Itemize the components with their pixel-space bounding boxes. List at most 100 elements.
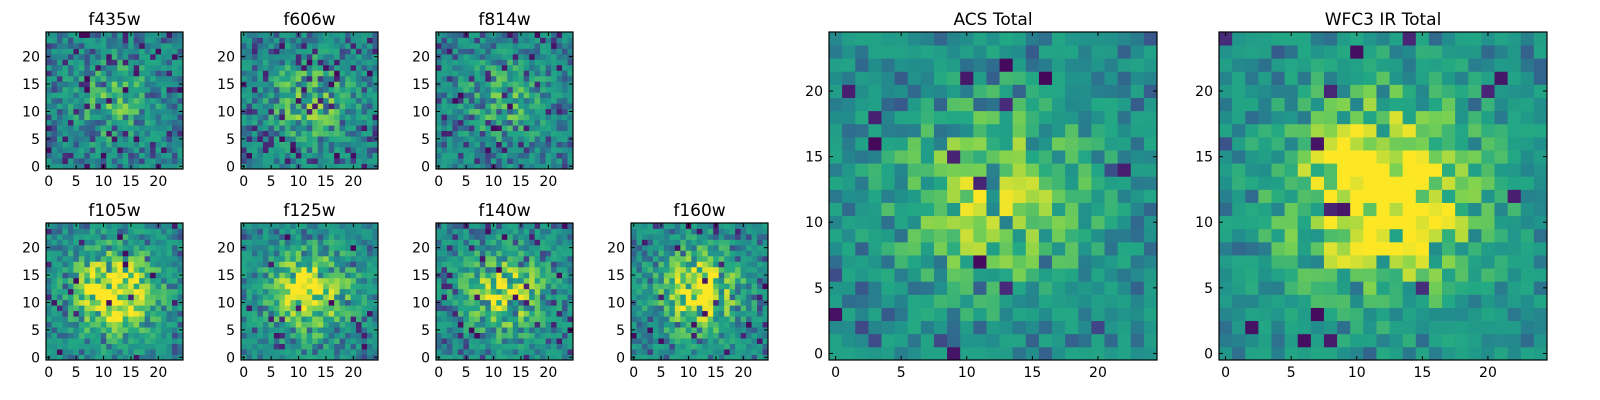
heatmap-cell <box>144 316 151 323</box>
heatmap-cell <box>746 283 752 290</box>
heatmap-cell <box>345 283 351 290</box>
heatmap-cell <box>641 272 648 279</box>
heatmap-cell <box>334 64 341 71</box>
heatmap-cell <box>685 332 692 339</box>
heatmap-cell <box>696 305 703 312</box>
heatmap-cell <box>133 299 140 306</box>
heatmap-cell <box>933 320 948 335</box>
heatmap-cell <box>894 268 909 282</box>
heatmap-cell <box>323 119 330 126</box>
heatmap-cell <box>534 338 541 344</box>
heatmap-cell <box>268 125 275 132</box>
heatmap-cell <box>636 327 643 333</box>
heatmap-cell <box>920 281 935 295</box>
heatmap-cell <box>51 255 58 262</box>
heatmap-cell <box>295 53 302 60</box>
heatmap-cell <box>367 272 373 279</box>
heatmap-cell <box>540 349 546 355</box>
heatmap-cell <box>436 48 442 55</box>
heatmap-cell <box>139 288 146 295</box>
heatmap-cell <box>62 81 69 88</box>
heatmap-cell <box>367 147 373 153</box>
heatmap-cell <box>718 228 725 235</box>
heatmap-cell <box>647 250 654 257</box>
heatmap-cell <box>490 283 497 290</box>
heatmap-cell <box>62 86 69 93</box>
heatmap-cell <box>457 321 464 328</box>
heatmap-cell <box>339 354 346 361</box>
heatmap-cell <box>301 163 308 170</box>
heatmap-cell <box>122 310 129 317</box>
heatmap-cell <box>556 158 563 164</box>
heatmap-cell <box>1091 268 1105 282</box>
heatmap-cell <box>295 97 302 104</box>
heatmap-cell <box>246 277 253 284</box>
heatmap-cell <box>345 48 351 55</box>
heatmap-cell <box>562 53 568 60</box>
heatmap-cell <box>894 255 909 269</box>
heatmap-cell <box>512 130 519 137</box>
heatmap-cell <box>78 64 85 71</box>
heatmap-cell <box>894 307 909 322</box>
heatmap-cell <box>562 272 568 279</box>
heatmap-cell <box>842 281 856 295</box>
heatmap-cell <box>485 75 492 82</box>
heatmap-cell <box>523 152 530 159</box>
heatmap-cell <box>268 64 275 71</box>
heatmap-cell <box>301 349 308 355</box>
heatmap-cell <box>284 70 291 77</box>
heatmap-cell <box>762 250 769 257</box>
heatmap-cell <box>273 163 280 170</box>
heatmap-cell <box>139 294 146 301</box>
heatmap-cell <box>312 75 319 82</box>
heatmap-cell <box>658 244 665 251</box>
heatmap-cell <box>636 332 643 339</box>
heatmap-cell <box>89 81 96 88</box>
heatmap-cell <box>735 266 741 273</box>
heatmap-cell <box>111 42 118 49</box>
heatmap-cell <box>436 283 442 290</box>
heatmap-cell <box>290 277 297 284</box>
heatmap-cell <box>345 64 351 71</box>
heatmap-cell <box>150 299 156 306</box>
heatmap-cell <box>328 42 335 49</box>
heatmap-cell <box>496 103 503 110</box>
heatmap-cell <box>518 305 525 312</box>
heatmap-cell <box>241 294 247 301</box>
heatmap-cell <box>51 305 58 312</box>
heatmap-cell <box>356 92 362 99</box>
heatmap-cell <box>1143 346 1158 361</box>
heatmap-cell <box>51 141 58 148</box>
heatmap-cell <box>713 327 720 333</box>
heatmap-cell <box>312 103 319 110</box>
heatmap-cell <box>663 349 670 355</box>
heatmap-cell <box>468 233 475 240</box>
heatmap-cell <box>529 266 536 273</box>
heatmap-cell <box>855 215 869 230</box>
heatmap-cell <box>446 255 453 262</box>
heatmap-cell <box>111 125 118 132</box>
heatmap-cell <box>67 223 74 229</box>
heatmap-cell <box>295 75 302 82</box>
heatmap-cell <box>356 59 362 66</box>
heatmap-cell <box>512 48 519 55</box>
heatmap-cell <box>117 255 124 262</box>
heatmap-cell <box>251 37 258 44</box>
heatmap-cell <box>855 163 869 177</box>
heatmap-cell <box>1012 189 1027 203</box>
heatmap-cell <box>251 147 258 153</box>
heatmap-cell <box>490 261 497 268</box>
heatmap-cell <box>56 147 63 153</box>
heatmap-cell <box>436 239 442 246</box>
heatmap-cell <box>295 316 302 323</box>
heatmap-cell <box>372 228 379 235</box>
heatmap-cell <box>51 53 58 60</box>
heatmap-cell <box>496 244 503 251</box>
heatmap-cell <box>372 239 379 246</box>
heatmap-cell <box>122 86 129 93</box>
heatmap-cell <box>122 136 129 142</box>
heatmap-cell <box>356 42 362 49</box>
heatmap-cell <box>51 250 58 257</box>
x-tick-label: 10 <box>485 174 503 190</box>
heatmap-cell <box>139 239 146 246</box>
